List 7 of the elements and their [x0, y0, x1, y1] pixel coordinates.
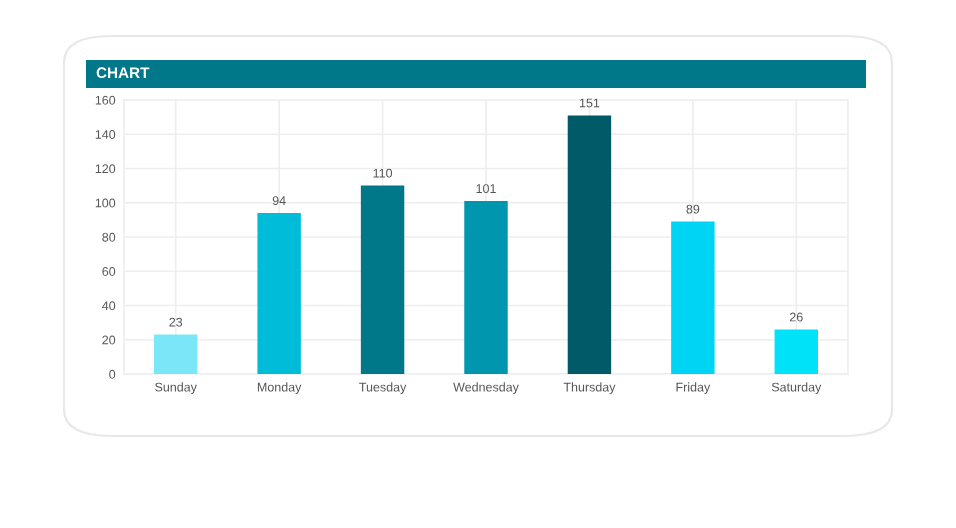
bar [153, 334, 198, 374]
bar [360, 185, 405, 374]
bar [774, 329, 819, 374]
bar [671, 221, 715, 374]
bar [567, 115, 612, 374]
bar [464, 201, 508, 374]
bar [257, 213, 301, 374]
